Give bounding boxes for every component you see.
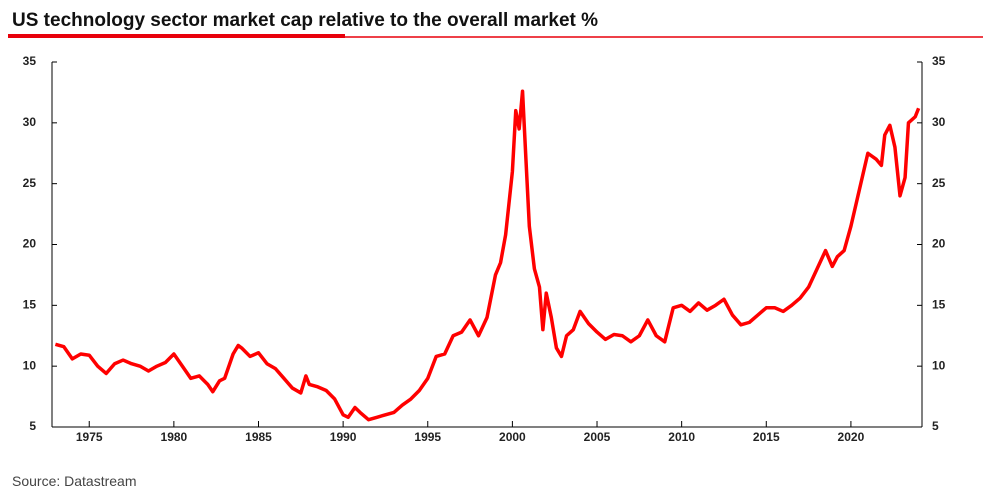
y2-tick-label: 10	[932, 358, 946, 372]
y2-tick-label: 20	[932, 237, 946, 251]
y-tick-label: 10	[23, 358, 37, 372]
x-tick-label: 1995	[414, 430, 441, 444]
y-tick-label: 25	[23, 176, 37, 190]
y-tick-label: 5	[29, 419, 36, 433]
y-tick-label: 30	[23, 115, 37, 129]
y2-tick-label: 5	[932, 419, 939, 433]
chart-title: US technology sector market cap relative…	[12, 10, 598, 31]
y2-tick-label: 15	[932, 298, 946, 312]
x-tick-label: 2005	[584, 430, 611, 444]
y2-tick-label: 30	[932, 115, 946, 129]
x-tick-label: 2000	[499, 430, 526, 444]
x-tick-label: 1990	[330, 430, 357, 444]
x-tick-label: 1980	[161, 430, 188, 444]
x-tick-label: 2020	[838, 430, 865, 444]
y-tick-label: 20	[23, 237, 37, 251]
y2-tick-label: 25	[932, 176, 946, 190]
x-tick-label: 2010	[668, 430, 695, 444]
source: Source: Datastream	[12, 473, 137, 489]
y-tick-label: 15	[23, 298, 37, 312]
y-tick-label: 35	[23, 54, 37, 68]
x-tick-label: 1975	[76, 430, 103, 444]
x-tick-label: 2015	[753, 430, 780, 444]
x-tick-label: 1985	[245, 430, 272, 444]
y2-tick-label: 35	[932, 54, 946, 68]
line-series	[54, 89, 921, 422]
